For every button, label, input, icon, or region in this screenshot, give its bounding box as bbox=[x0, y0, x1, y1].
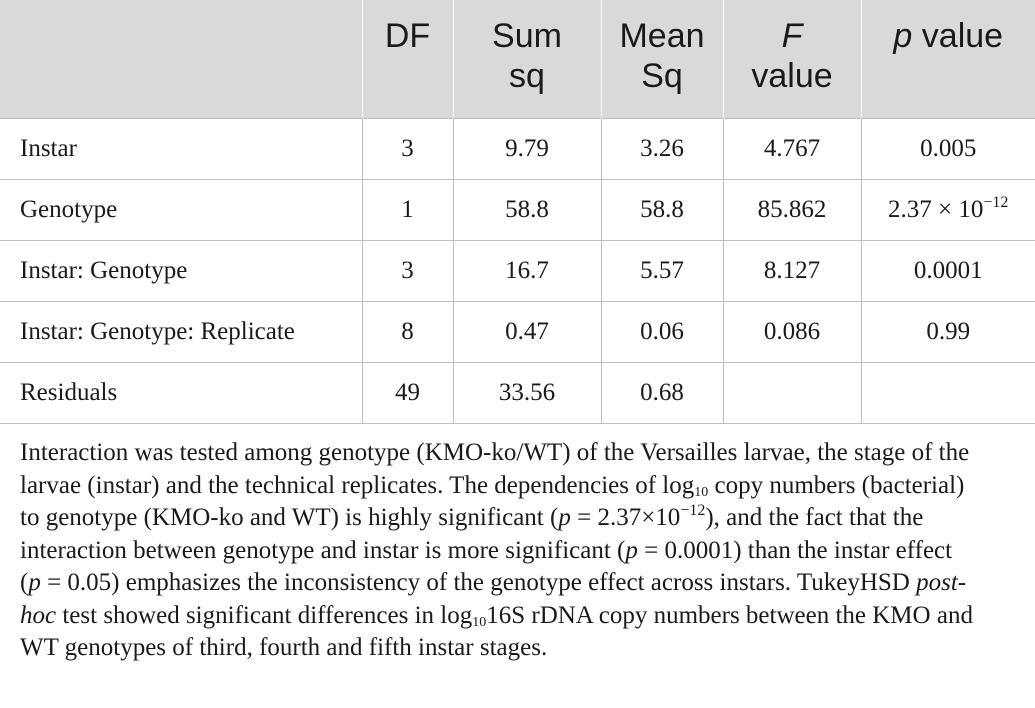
header-mean-sq: Mean Sq bbox=[600, 0, 723, 118]
header-df: DF bbox=[361, 0, 453, 118]
p-value-exponent: −12 bbox=[983, 193, 1009, 211]
row-df: 8 bbox=[361, 300, 453, 362]
row-df: 49 bbox=[361, 361, 453, 424]
caption-line: (p = 0.05) emphasizes the inconsistency … bbox=[20, 569, 967, 596]
caption-line: hoc test showed significant differences … bbox=[20, 601, 973, 630]
row-mean-sq: 58.8 bbox=[600, 178, 723, 240]
caption-line: larvae (instar) and the technical replic… bbox=[20, 471, 965, 500]
row-term: Instar: Genotype bbox=[0, 239, 362, 301]
row-f-value: 8.127 bbox=[722, 239, 861, 301]
table-row: Instar 3 9.79 3.26 4.767 0.005 bbox=[0, 117, 1035, 179]
row-term: Genotype bbox=[0, 178, 362, 240]
row-p-value: 0.005 bbox=[860, 117, 1035, 179]
caption-line: to genotype (KMO-ko and WT) is highly si… bbox=[20, 502, 924, 532]
p-value-base: 2.37 × 10 bbox=[888, 195, 984, 223]
row-mean-sq: 0.68 bbox=[600, 361, 723, 424]
row-term: Residuals bbox=[0, 361, 362, 424]
row-p-value bbox=[860, 361, 1035, 424]
row-f-value: 4.767 bbox=[722, 117, 861, 179]
row-df: 3 bbox=[361, 239, 453, 301]
row-df: 3 bbox=[361, 117, 453, 179]
caption-line: WT genotypes of third, fourth and fifth … bbox=[20, 634, 548, 661]
row-mean-sq: 3.26 bbox=[600, 117, 723, 179]
row-mean-sq: 5.57 bbox=[600, 239, 723, 301]
header-term bbox=[0, 0, 362, 118]
row-f-value bbox=[722, 361, 861, 424]
table-row: Genotype 1 58.8 58.8 85.862 2.37 × 10−12 bbox=[0, 178, 1035, 240]
row-p-value: 0.99 bbox=[860, 300, 1035, 362]
row-sum-sq: 0.47 bbox=[452, 300, 601, 362]
row-sum-sq: 9.79 bbox=[452, 117, 601, 179]
header-sum-sq: Sum sq bbox=[452, 0, 601, 118]
header-p-value: p value bbox=[860, 0, 1035, 118]
row-term: Instar bbox=[0, 117, 362, 179]
row-sum-sq: 58.8 bbox=[452, 178, 601, 240]
row-term: Instar: Genotype: Replicate bbox=[0, 300, 362, 362]
caption-line: interaction between genotype and instar … bbox=[20, 536, 953, 564]
row-sum-sq: 16.7 bbox=[452, 239, 601, 301]
table-row: Instar: Genotype: Replicate 8 0.47 0.06 … bbox=[0, 300, 1035, 362]
row-df: 1 bbox=[361, 178, 453, 240]
row-p-value: 2.37 × 10−12 bbox=[860, 178, 1035, 240]
table-row: Instar: Genotype 3 16.7 5.57 8.127 0.000… bbox=[0, 239, 1035, 301]
row-f-value: 0.086 bbox=[722, 300, 861, 362]
row-f-value: 85.862 bbox=[722, 178, 861, 240]
caption-line: Interaction was tested among genotype (K… bbox=[20, 439, 970, 466]
table-caption: Interaction was tested among genotype (K… bbox=[20, 437, 1030, 665]
row-sum-sq: 33.56 bbox=[452, 361, 601, 424]
row-mean-sq: 0.06 bbox=[600, 300, 723, 362]
row-p-value: 0.0001 bbox=[860, 239, 1035, 301]
table-row: Residuals 49 33.56 0.68 bbox=[0, 361, 1035, 424]
